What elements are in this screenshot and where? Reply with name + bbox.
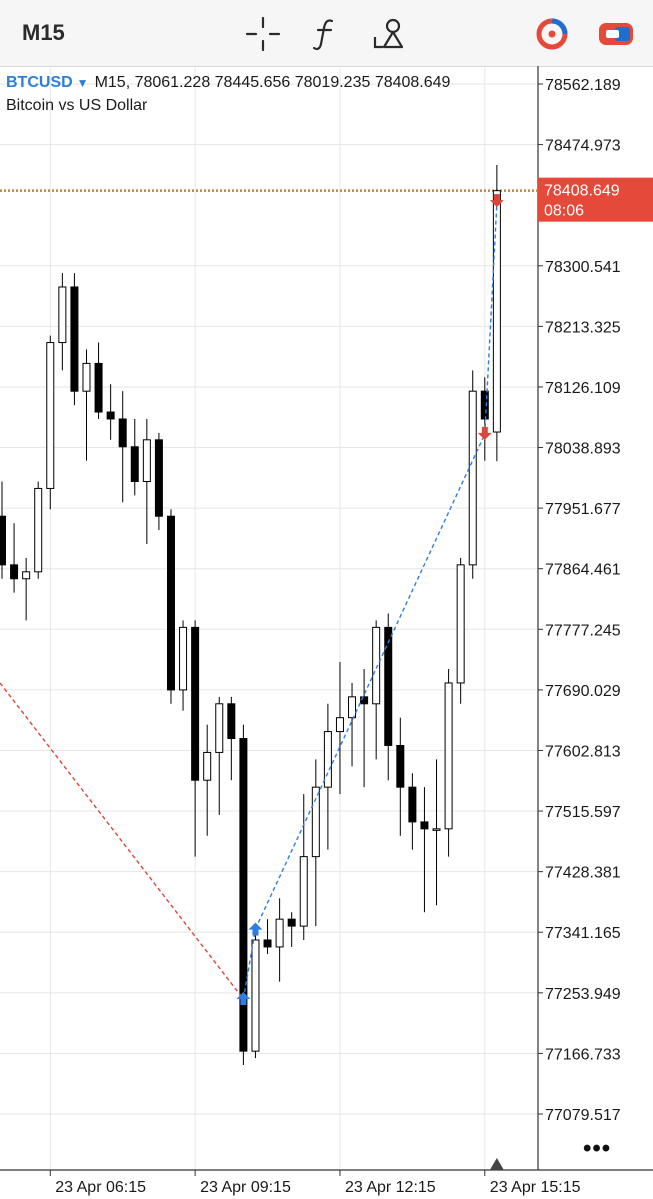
sell-arrow-icon[interactable] (489, 194, 504, 208)
chart-area[interactable]: 78562.189 78474.973 78300.541 78213.325 7812… (0, 66, 653, 1199)
price-tick-label: 78562.189 (545, 77, 621, 94)
time-tick-label: 23 Apr 12:15 (345, 1179, 436, 1196)
function-icon[interactable] (306, 14, 346, 54)
scroll-end-icon[interactable] (489, 1158, 504, 1170)
price-tick-label: 77515.597 (545, 804, 621, 821)
more-options-icon[interactable]: ••• (583, 1135, 612, 1162)
price-tick-label: 77602.813 (545, 743, 621, 760)
candle-up (22, 571, 31, 580)
price-tick-label: 78126.109 (545, 380, 621, 397)
time-tick-label: 23 Apr 09:15 (200, 1179, 291, 1196)
candle-up (456, 564, 465, 684)
candle-down (420, 821, 429, 830)
current-price-tag (538, 177, 653, 222)
candle-up (323, 731, 332, 788)
current-price-label: 78408.649 (544, 183, 620, 200)
candle-down (94, 362, 103, 413)
price-tick-label: 77777.245 (545, 622, 621, 639)
red-trade-line (0, 682, 244, 1000)
crosshair-icon[interactable] (243, 14, 283, 54)
price-tick-label: 77428.381 (545, 865, 621, 882)
candle-up (335, 717, 344, 733)
price-tick-label: 78300.541 (545, 259, 621, 276)
candle-up (492, 190, 501, 433)
candle-down (287, 918, 296, 927)
candle-up (46, 342, 55, 489)
candle-countdown-label: 08:06 (544, 203, 584, 220)
timeframe-button[interactable]: M15 (22, 20, 65, 45)
candle-down (70, 286, 79, 392)
price-tick-label: 78038.893 (545, 441, 621, 458)
candle-down (360, 696, 369, 705)
candle-up (311, 786, 320, 858)
symbol-name[interactable]: BTCUSD (6, 74, 73, 91)
candle-down (227, 703, 236, 740)
buy-arrow-icon[interactable] (248, 922, 263, 936)
candle-up (444, 682, 453, 830)
blue-trade-line (242, 928, 257, 1000)
candle-up (58, 286, 67, 344)
objects-icon[interactable] (370, 14, 410, 54)
sell-arrow-icon[interactable] (477, 426, 492, 440)
chevron-down-icon[interactable]: ▼ (76, 76, 89, 90)
blue-trade-line (484, 203, 498, 435)
candle-up (34, 487, 43, 573)
symbol-header: BTCUSD ▼ M15, 78061.228 78445.656 78019.23… (6, 74, 450, 92)
candle-down (0, 515, 6, 566)
candle-up (215, 703, 224, 753)
symbol-description: Bitcoin vs US Dollar (6, 97, 148, 114)
ohlc-values: M15, 78061.228 78445.656 78019.235 78408… (94, 74, 451, 91)
price-tick-label: 77166.733 (545, 1046, 621, 1063)
price-tick-label: 78474.973 (545, 138, 621, 155)
time-tick-label: 23 Apr 15:15 (490, 1179, 581, 1196)
price-tick-label: 77864.461 (545, 562, 621, 579)
candle-down (396, 744, 405, 788)
candle-down (384, 626, 393, 746)
candle-down (191, 626, 200, 781)
candle-up (275, 918, 284, 948)
candle-up (299, 856, 308, 927)
candle-down (480, 390, 489, 420)
candle-down (166, 515, 175, 691)
price-tick-label: 78213.325 (545, 319, 621, 336)
candle-up (179, 626, 188, 691)
candle-down (263, 939, 272, 948)
candle-down (118, 418, 127, 448)
candle-down (10, 564, 19, 580)
price-tick-label: 77253.949 (545, 986, 621, 1003)
price-tick-label: 77341.165 (545, 925, 621, 942)
candle-up (203, 751, 212, 781)
candle-up (82, 362, 91, 392)
candle-up (468, 390, 477, 566)
price-tick-label: 77951.677 (545, 501, 621, 518)
trade-icon[interactable] (532, 14, 572, 54)
candle-up (142, 439, 151, 482)
candle-down (106, 411, 115, 420)
candle-up (432, 828, 441, 831)
toggle-icon[interactable] (596, 14, 636, 54)
candlestick-chart[interactable]: 78562.189 78474.973 78300.541 78213.325 7812… (0, 66, 653, 1199)
toolbar: M15 (0, 0, 653, 67)
price-tick-label: 77690.029 (545, 683, 621, 700)
candle-up (348, 696, 357, 719)
candle-up (372, 626, 381, 705)
candle-up (251, 939, 260, 1052)
candle-down (408, 786, 417, 823)
buy-arrow-icon[interactable] (236, 992, 251, 1006)
candle-down (154, 439, 163, 517)
candle-down (239, 738, 248, 1052)
price-tick-label: 77079.517 (545, 1107, 621, 1124)
candle-down (130, 446, 139, 482)
time-tick-label: 23 Apr 06:15 (55, 1179, 146, 1196)
